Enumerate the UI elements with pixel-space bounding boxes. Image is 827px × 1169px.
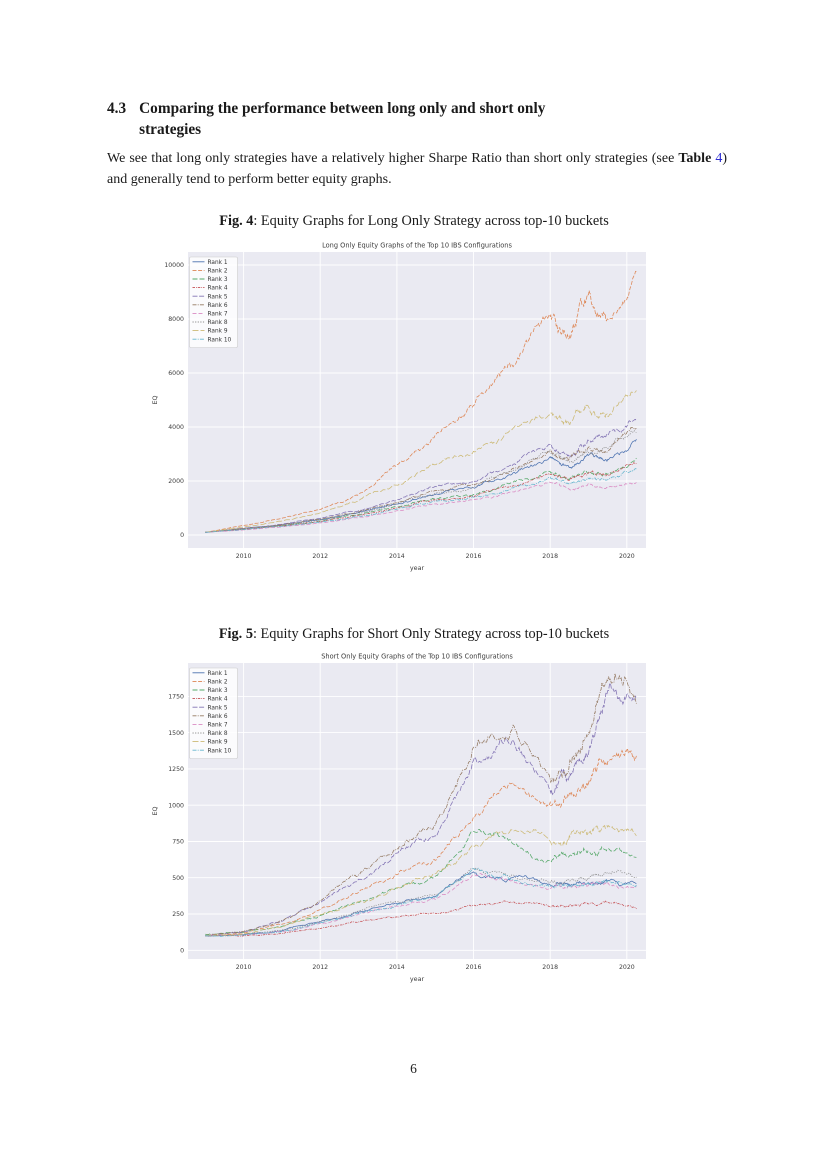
- chart-title: Short Only Equity Graphs of the Top 10 I…: [321, 653, 513, 661]
- legend: Rank 1 Rank 2 Rank 3 Rank 4 Rank 5 Rank 6 Rank…: [189, 256, 238, 348]
- legend-label: Rank 8: [208, 731, 228, 737]
- x-tick-label: 2018: [542, 964, 558, 971]
- x-tick-label: 2014: [389, 964, 405, 971]
- legend-label: Rank 5: [208, 294, 228, 300]
- series-line-rank-2: [205, 270, 637, 533]
- y-tick-label: 250: [172, 911, 184, 918]
- gridlines: [188, 252, 646, 548]
- series-line-rank-8: [205, 867, 637, 937]
- legend-label: Rank 2: [208, 680, 228, 686]
- series-line-rank-9: [205, 390, 637, 533]
- legend-label: Rank 6: [208, 714, 228, 720]
- x-tick-label: 2020: [619, 964, 635, 971]
- y-tick-label: 4000: [168, 424, 184, 431]
- chart-title: Long Only Equity Graphs of the Top 10 IB…: [322, 242, 512, 250]
- section-title-line2: strategies: [139, 120, 202, 138]
- y-tick-label: 750: [172, 839, 184, 846]
- series-line-rank-5: [205, 682, 637, 937]
- fig4-chart-svg: Long Only Equity Graphs of the Top 10 IB…: [151, 242, 646, 572]
- body-text-part2: ) and generally tend to perform better e…: [107, 151, 728, 187]
- x-tick-label: 2010: [236, 964, 252, 971]
- page-number: 6: [410, 1061, 417, 1076]
- gridlines: [188, 663, 646, 959]
- y-tick-label: 1000: [168, 802, 184, 809]
- legend-label: Rank 7: [208, 723, 228, 729]
- x-tick-label: 2012: [312, 553, 328, 560]
- plot-area: [188, 252, 646, 548]
- legend-label: Rank 10: [208, 748, 232, 754]
- x-tick-label: 2012: [312, 964, 328, 971]
- x-tick-label: 2020: [619, 553, 635, 560]
- figure5-label: Fig. 5: [218, 626, 253, 642]
- legend-label: Rank 6: [208, 303, 228, 309]
- section-heading: 4.3 Comparing the performance between lo…: [107, 99, 747, 140]
- y-tick-label: 8000: [168, 316, 184, 323]
- legend-label: Rank 9: [208, 329, 228, 335]
- y-axis-label: EQ: [151, 395, 159, 404]
- section-number: 4.3: [107, 100, 127, 117]
- series-line-rank-8: [205, 430, 637, 533]
- section-title-line1: Comparing the performance between long o…: [139, 100, 546, 117]
- series-line-rank-5: [205, 417, 637, 533]
- legend-label: Rank 3: [208, 277, 228, 283]
- body-paragraph: We see that long only strategies have a …: [107, 148, 727, 190]
- x-tick-label: 2010: [236, 553, 252, 560]
- legend-label: Rank 4: [208, 286, 228, 292]
- series-line-rank-7: [205, 481, 637, 533]
- y-tick-label: 6000: [168, 370, 184, 377]
- x-tick-label: 2018: [542, 553, 558, 560]
- legend-label: Rank 3: [208, 688, 228, 694]
- legend-label: Rank 8: [208, 320, 228, 326]
- figure5-caption: Fig. 5: Equity Graphs for Short Only Str…: [104, 626, 724, 643]
- fig5-chart: Short Only Equity Graphs of the Top 10 I…: [146, 651, 653, 997]
- series-line-rank-1: [205, 871, 637, 937]
- y-tick-label: 10000: [164, 262, 184, 269]
- plot-area: [188, 663, 646, 959]
- x-axis-label: year: [410, 975, 425, 983]
- y-tick-label: 1500: [168, 730, 184, 737]
- series-line-rank-10: [205, 866, 637, 937]
- legend-label: Rank 1: [208, 260, 228, 266]
- table-ref-label: Table: [678, 151, 712, 166]
- figure5-caption-text: : Equity Graphs for Short Only Strategy …: [252, 626, 610, 642]
- table-ref-link[interactable]: 4: [715, 151, 723, 166]
- figure4-caption: Fig. 4: Equity Graphs for Long Only Stra…: [104, 213, 724, 230]
- x-tick-label: 2016: [466, 964, 482, 971]
- legend-label: Rank 4: [208, 697, 228, 703]
- y-tick-label: 0: [180, 532, 184, 539]
- series-line-rank-6: [205, 673, 637, 937]
- y-axis-label: EQ: [151, 806, 159, 815]
- legend-label: Rank 10: [208, 337, 232, 343]
- series-lines: [205, 673, 637, 937]
- legend-label: Rank 5: [208, 705, 228, 711]
- legend-label: Rank 9: [208, 740, 228, 746]
- y-tick-label: 500: [172, 875, 184, 882]
- legend: Rank 1 Rank 2 Rank 3 Rank 4 Rank 5 Rank 6 Rank…: [189, 667, 238, 759]
- fig5-chart-svg: Short Only Equity Graphs of the Top 10 I…: [151, 653, 646, 983]
- legend-label: Rank 2: [208, 269, 228, 275]
- x-axis-label: year: [410, 564, 425, 572]
- series-line-rank-2: [205, 746, 637, 937]
- y-tick-label: 1750: [168, 694, 184, 701]
- y-tick-label: 2000: [168, 478, 184, 485]
- series-line-rank-9: [205, 824, 637, 937]
- y-tick-label: 0: [180, 947, 184, 954]
- x-tick-label: 2016: [466, 553, 482, 560]
- series-line-rank-10: [205, 468, 637, 533]
- body-text-part1: We see that long only strategies have a …: [107, 151, 679, 166]
- legend-label: Rank 7: [208, 312, 228, 318]
- figure4-caption-text: : Equity Graphs for Long Only Strategy a…: [253, 213, 609, 229]
- y-tick-label: 1250: [168, 766, 184, 773]
- x-tick-label: 2014: [389, 553, 405, 560]
- fig4-chart: Long Only Equity Graphs of the Top 10 IB…: [146, 240, 653, 586]
- legend-label: Rank 1: [208, 671, 228, 677]
- series-lines: [205, 270, 637, 533]
- section-title: Comparing the performance between long o…: [139, 99, 545, 140]
- figure4-label: Fig. 4: [219, 213, 254, 229]
- series-line-rank-6: [205, 426, 637, 533]
